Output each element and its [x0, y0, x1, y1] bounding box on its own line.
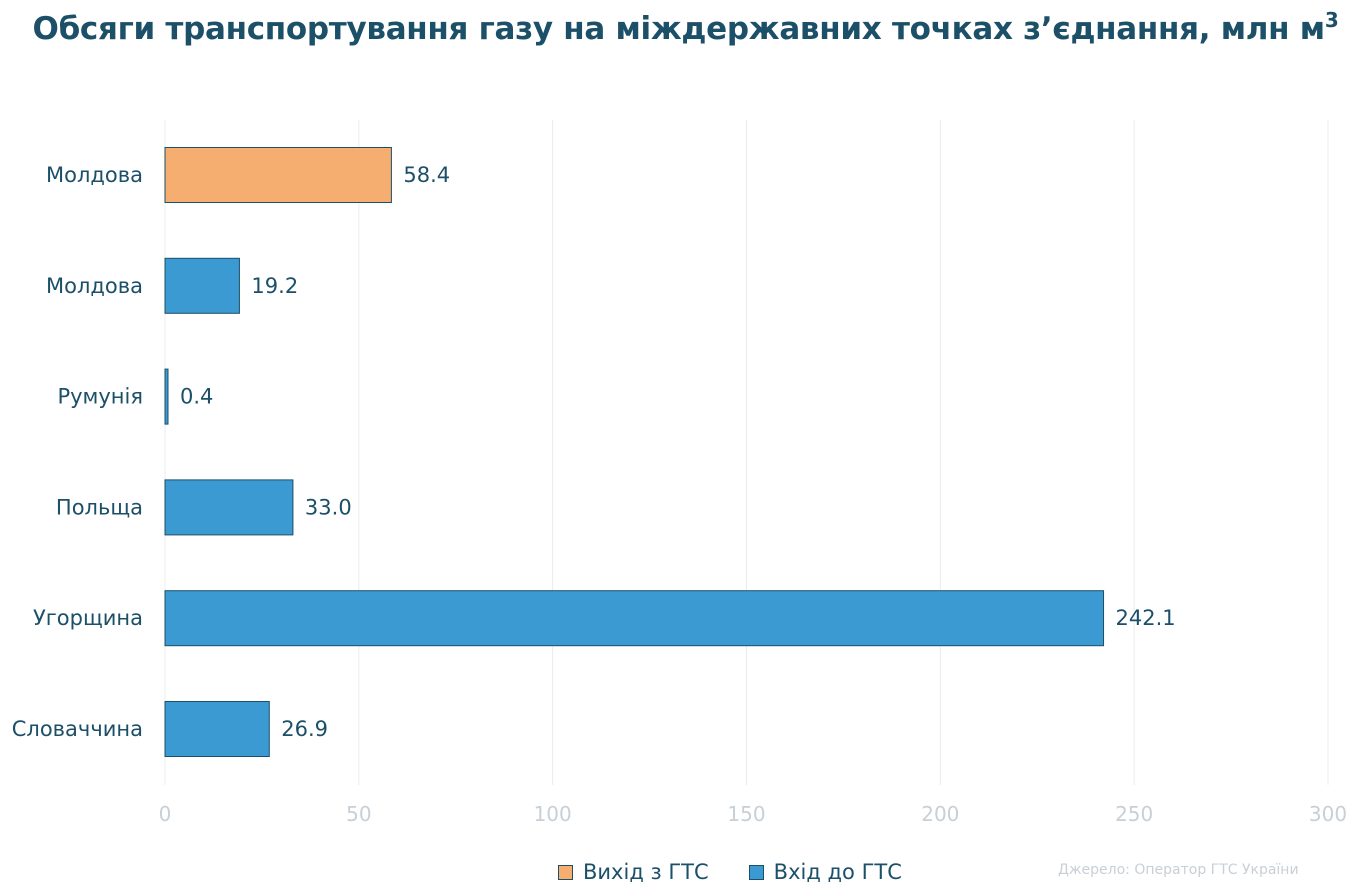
bar-chart: 0 50 100 150 200 250 300 Молдова 58.4 Молдова 19.2…	[12, 120, 1347, 826]
chart-title-superscript: 3	[1324, 8, 1339, 32]
bar	[164, 147, 392, 203]
source-note: Джерело: Оператор ГТС України	[1058, 862, 1299, 878]
x-tick-label: 200	[921, 802, 959, 826]
bar	[164, 257, 240, 314]
y-category-label: Молдова	[46, 274, 143, 298]
bar	[164, 368, 169, 425]
bar-value-label: 58.4	[403, 163, 450, 187]
legend-swatch-entry	[748, 864, 764, 880]
bar	[164, 479, 294, 536]
chart-title-text: Обсяги транспортування газу на міждержав…	[32, 11, 1326, 47]
chart-title: Обсяги транспортування газу на міждержав…	[0, 8, 1371, 47]
bar-value-label: 19.2	[251, 274, 298, 298]
y-category-label: Польща	[56, 495, 143, 519]
x-tick-label: 250	[1115, 802, 1153, 826]
legend-item-exit[interactable]: Вихід з ГТС	[558, 860, 709, 884]
legend-label-exit: Вихід з ГТС	[583, 860, 709, 884]
legend-item-entry[interactable]: Вхід до ГТС	[748, 860, 902, 884]
bar-value-label: 26.9	[281, 717, 328, 741]
bar-value-label: 242.1	[1116, 606, 1176, 630]
x-tick-label: 50	[346, 802, 371, 826]
legend-label-entry: Вхід до ГТС	[773, 860, 902, 884]
x-tick-label: 0	[159, 802, 172, 826]
y-category-label: Угорщина	[33, 606, 143, 630]
x-tick-label: 100	[534, 802, 572, 826]
legend-swatch-exit	[558, 864, 573, 880]
x-tick-label: 150	[727, 802, 765, 826]
y-category-label: Словаччина	[12, 717, 143, 741]
bar-value-label: 33.0	[305, 495, 352, 519]
bar	[164, 701, 270, 757]
bar-value-label: 0.4	[180, 385, 213, 409]
chart-legend: Вихід з ГТС Вхід до ГТС	[558, 860, 902, 884]
x-tick-label: 300	[1309, 802, 1347, 826]
y-category-label: Молдова	[46, 163, 143, 187]
bar	[164, 590, 1105, 647]
y-category-label: Румунія	[57, 385, 143, 409]
